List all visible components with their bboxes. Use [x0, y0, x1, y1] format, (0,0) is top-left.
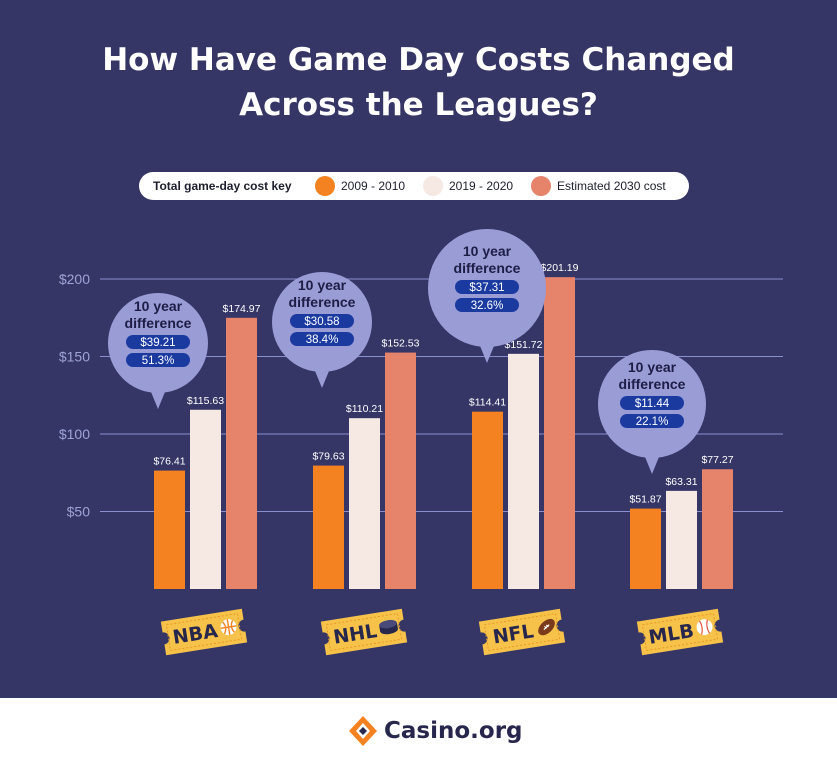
bubble-title-line-1: 10 year [463, 243, 512, 259]
difference-percent: 38.4% [306, 334, 339, 346]
bubble-title-line-2: difference [619, 376, 686, 392]
bubble-title-line-1: 10 year [298, 277, 347, 293]
value-label-mlb-estimated-2030-cost: $77.27 [701, 454, 733, 466]
value-label-mlb-2019-2020: $63.31 [665, 476, 697, 488]
difference-percent-pill [290, 332, 354, 346]
difference-amount: $39.21 [140, 337, 175, 349]
bar-nba-2019-2020 [190, 409, 221, 589]
bar-nba-estimated-2030-cost [226, 317, 257, 589]
bar-nba-2009-2010 [154, 470, 185, 589]
bubble-title-line-2: difference [289, 294, 356, 310]
league-ticket-nfl: NFL [478, 608, 566, 656]
difference-percent-pill [620, 414, 684, 428]
football-icon [538, 618, 555, 636]
ticket-border [325, 612, 403, 652]
bar-nfl-2009-2010 [472, 411, 503, 589]
basketball-icon [220, 619, 237, 636]
difference-amount-pill [455, 280, 519, 294]
legend-swatch-2009-2010 [315, 176, 335, 196]
legend-item-estimated-2030: Estimated 2030 cost [557, 179, 666, 193]
ticket-border [483, 612, 561, 652]
legend: Total game-day cost key 2009 - 2010 2019… [139, 172, 689, 200]
bar-mlb-2009-2010 [630, 508, 661, 589]
difference-amount-pill [126, 335, 190, 349]
legend-swatch-2019-2020 [423, 176, 443, 196]
value-label-nfl-estimated-2030-cost: $201.19 [541, 262, 579, 274]
bar-nhl-2019-2020 [349, 418, 380, 589]
difference-amount: $37.31 [469, 282, 504, 294]
bubble-title-line-1: 10 year [628, 359, 677, 375]
bar-mlb-2019-2020 [666, 490, 697, 589]
bubble-title-line-2: difference [125, 315, 192, 331]
value-label-nhl-2019-2020: $110.21 [346, 403, 383, 415]
difference-amount: $30.58 [304, 316, 339, 328]
y-tick-label-200: $200 [59, 271, 90, 287]
value-label-nfl-2009-2010: $114.41 [469, 397, 506, 409]
difference-percent: 32.6% [471, 300, 504, 312]
bubble-title-line-1: 10 year [134, 298, 183, 314]
value-label-nhl-2009-2010: $79.63 [312, 451, 344, 463]
value-label-nba-2009-2010: $76.41 [153, 456, 185, 468]
chart-title-line-2: Across the Leagues? [239, 87, 598, 123]
bar-nhl-estimated-2030-cost [385, 352, 416, 589]
bar-nfl-estimated-2030-cost [544, 277, 575, 589]
y-tick-label-100: $100 [59, 426, 90, 442]
chart-title: How Have Game Day Costs Changed Across t… [0, 38, 837, 128]
y-tick-label-50: $50 [67, 504, 91, 520]
hockey-puck-icon [379, 619, 398, 635]
baseball-icon [696, 619, 713, 636]
bar-chart: $50 $100 $150 $200 $76.41 $79.63 $114.41 $51.87… [59, 229, 783, 656]
league-ticket-nba: NBA [160, 608, 248, 656]
value-label-nba-estimated-2030-cost: $174.97 [223, 303, 261, 315]
value-label-mlb-2009-2010: $51.87 [629, 494, 661, 506]
bar-nfl-2019-2020 [508, 353, 539, 589]
y-tick-label-150: $150 [59, 349, 90, 365]
difference-amount-pill [620, 396, 684, 410]
footer: Casino.org [0, 698, 837, 768]
value-label-nba-2019-2020: $115.63 [187, 395, 224, 407]
difference-percent: 51.3% [142, 355, 175, 367]
league-ticket-nhl: NHL [320, 608, 408, 656]
ticket-shape [320, 608, 408, 656]
difference-percent-pill [126, 353, 190, 367]
casino-diamond-logo-icon [349, 716, 377, 746]
difference-percent: 22.1% [636, 416, 669, 428]
legend-item-2019-2020: 2019 - 2020 [449, 179, 514, 193]
ticket-border [641, 612, 719, 652]
chart-title-line-1: How Have Game Day Costs Changed [102, 42, 735, 78]
bar-nhl-2009-2010 [313, 465, 344, 589]
value-label-nhl-estimated-2030-cost: $152.53 [382, 338, 420, 350]
difference-amount: $11.44 [635, 398, 670, 410]
bar-mlb-estimated-2030-cost [702, 469, 733, 589]
difference-percent-pill [455, 298, 519, 312]
brand-name: Casino.org [384, 718, 523, 744]
legend-swatch-estimated-2030 [531, 176, 551, 196]
ticket-border [165, 612, 243, 652]
legend-item-2009-2010: 2009 - 2010 [341, 179, 406, 193]
ticket-shape [478, 608, 566, 656]
legend-label: Total game-day cost key [153, 179, 292, 193]
bubble-title-line-2: difference [454, 260, 521, 276]
value-label-nfl-2019-2020: $151.72 [505, 339, 543, 351]
difference-amount-pill [290, 314, 354, 328]
league-ticket-mlb: MLB [636, 608, 724, 656]
